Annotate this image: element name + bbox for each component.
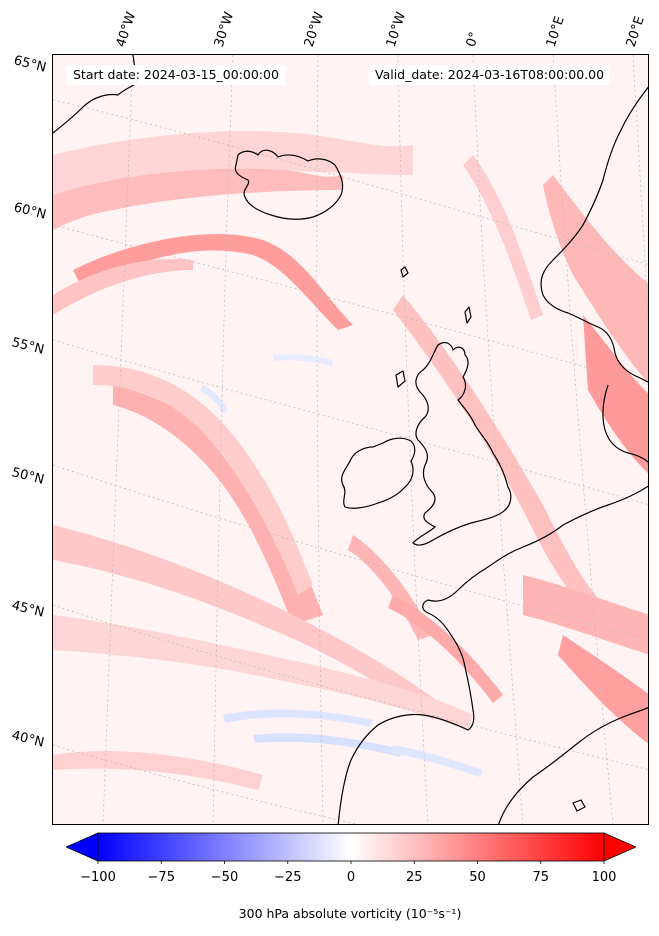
graticule bbox=[53, 55, 648, 824]
lon-label-10w: 10°W bbox=[383, 10, 410, 49]
coastline-hebrides bbox=[395, 370, 406, 388]
vorticity-band bbox=[53, 525, 443, 720]
colorbar-tick-label: 100 bbox=[591, 870, 617, 885]
vorticity-band bbox=[53, 615, 473, 730]
lon-label-10e: 10°E bbox=[543, 14, 568, 50]
lon-label-20w: 20°W bbox=[301, 10, 328, 49]
vorticity-band bbox=[393, 295, 613, 625]
colorbar-tick-label: −25 bbox=[274, 870, 302, 885]
gridline-lon-20w bbox=[316, 55, 324, 824]
vorticity-band bbox=[543, 175, 648, 383]
valid-date-label: Valid_date: 2024-03-16T08:00:00.00 bbox=[369, 65, 611, 85]
lon-label-30w: 30°W bbox=[211, 10, 238, 49]
coastline-shetland bbox=[464, 306, 472, 324]
negative-streak bbox=[200, 385, 228, 413]
lon-label-0: 0° bbox=[463, 30, 483, 49]
coastline-ireland bbox=[341, 437, 416, 509]
colorbar-low-extend bbox=[66, 832, 99, 862]
negative-streak bbox=[223, 709, 373, 727]
colorbar-gradient bbox=[97, 832, 605, 862]
coastline-faroe bbox=[400, 266, 409, 278]
lat-label-50n: 50°N bbox=[10, 465, 46, 488]
negative-streak bbox=[391, 745, 483, 777]
colorbar bbox=[66, 830, 636, 864]
coastline-balearic bbox=[572, 799, 586, 812]
gridline-lat-45 bbox=[53, 604, 648, 770]
coastline-norway bbox=[540, 86, 648, 383]
negative-streak bbox=[273, 354, 333, 366]
map-panel: Start date: 2024-03-15_00:00:00 Valid_da… bbox=[52, 54, 649, 825]
lon-label-40w: 40°W bbox=[113, 10, 140, 49]
lat-label-65n: 65°N bbox=[12, 53, 48, 76]
gridline-lon-40w bbox=[102, 55, 134, 824]
vorticity-band bbox=[73, 234, 353, 330]
coastlines bbox=[53, 55, 648, 824]
colorbar-tick-label: 0 bbox=[346, 870, 356, 885]
coastline-continent bbox=[337, 485, 648, 824]
vorticity-band bbox=[53, 259, 193, 315]
gridline-lat-40 bbox=[53, 744, 358, 824]
vorticity-band bbox=[93, 365, 313, 595]
vorticity-band bbox=[113, 385, 323, 625]
colorbar-tick-label: 25 bbox=[405, 870, 423, 885]
vorticity-band bbox=[53, 168, 343, 230]
vorticity-band bbox=[463, 155, 543, 320]
gridline-lat-60 bbox=[53, 224, 648, 385]
lat-label-45n: 45°N bbox=[10, 598, 46, 621]
coastline-great-britain bbox=[412, 341, 512, 546]
lat-label-55n: 55°N bbox=[10, 335, 46, 358]
negative-vorticity-streaks bbox=[200, 354, 483, 777]
colorbar-label: 300 hPa absolute vorticity (10⁻⁵s⁻¹) bbox=[238, 906, 462, 921]
colorbar-tick-label: 75 bbox=[532, 870, 550, 885]
negative-streak bbox=[253, 733, 403, 757]
colorbar-ticks bbox=[97, 861, 605, 864]
lon-label-20e: 20°E bbox=[623, 14, 648, 50]
colorbar-tick-label: −75 bbox=[147, 870, 175, 885]
gridline-lon-30w bbox=[212, 55, 234, 824]
vorticity-band bbox=[523, 575, 648, 655]
vorticity-map bbox=[53, 55, 648, 824]
gridline-lon-10w bbox=[397, 55, 429, 824]
colorbar-tick-label: 50 bbox=[469, 870, 486, 885]
colorbar-high-extend bbox=[603, 832, 636, 862]
gridline-lat-65 bbox=[53, 99, 648, 265]
coastline-greenland bbox=[53, 55, 138, 134]
colorbar-tick-label: −100 bbox=[80, 870, 116, 885]
start-date-label: Start date: 2024-03-15_00:00:00 bbox=[67, 65, 285, 85]
vorticity-band bbox=[53, 131, 413, 195]
vorticity-field bbox=[53, 131, 648, 790]
coastline-denmark bbox=[602, 384, 648, 464]
coastline-mediterranean bbox=[498, 707, 648, 824]
vorticity-band bbox=[388, 595, 503, 703]
colorbar-tick-label: −50 bbox=[210, 870, 239, 885]
lat-label-60n: 60°N bbox=[12, 200, 48, 223]
lat-label-40n: 40°N bbox=[10, 728, 46, 751]
coastline-iceland bbox=[234, 149, 344, 220]
vorticity-band bbox=[583, 315, 648, 474]
